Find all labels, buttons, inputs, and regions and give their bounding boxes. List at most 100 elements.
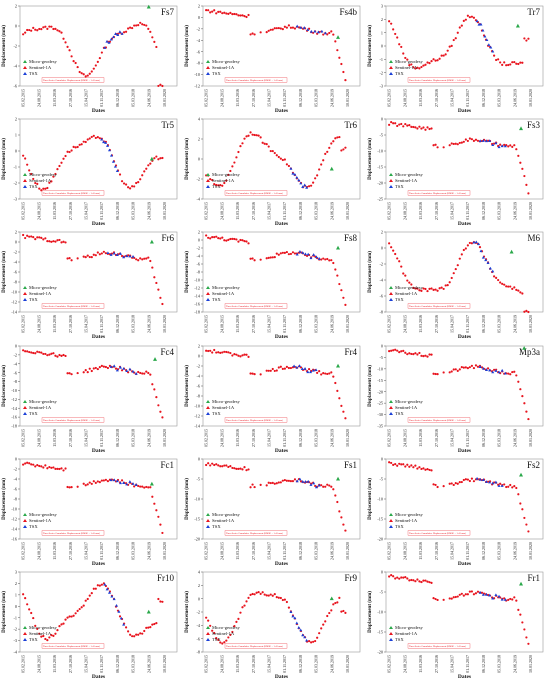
panel-fs2: 0 -5 -10 -15 -20 05.02.2015 24.08.2015 11.03.20…	[366, 453, 549, 572]
panel-title: Fr9	[344, 573, 357, 583]
sentinel-point	[394, 252, 397, 256]
sentinel-point	[515, 374, 518, 377]
sentinel-point	[515, 62, 518, 65]
sentinel-point	[219, 10, 222, 13]
sentinel-point	[432, 372, 435, 375]
legend-marker	[23, 525, 27, 528]
x-tick-label: 24.08.2015	[219, 89, 224, 107]
sentinel-point	[237, 150, 240, 154]
y-tick-label: -4	[197, 623, 201, 628]
sentinel-point	[82, 482, 85, 485]
sentinel-point	[322, 257, 325, 260]
sentinel-point	[340, 62, 343, 66]
sentinel-point	[22, 154, 25, 157]
sentinel-point	[241, 354, 244, 357]
tsx-point	[478, 365, 482, 368]
y-axis-label: Displacement (mm)	[185, 251, 190, 293]
legend-marker	[23, 286, 27, 289]
sentinel-point	[503, 483, 506, 486]
tsx-point	[497, 145, 501, 149]
sentinel-point	[460, 480, 463, 484]
sentinel-point	[68, 257, 71, 260]
sentinel-point	[336, 274, 339, 277]
sentinel-point	[285, 479, 288, 482]
tsx-point	[102, 140, 106, 144]
sentinel-point	[454, 37, 457, 40]
legend-marker	[206, 185, 210, 188]
sentinel-point	[271, 481, 274, 484]
y-tick-label: -10	[377, 366, 383, 371]
sentinel-point	[159, 157, 162, 160]
sentinel-point	[396, 349, 399, 352]
footnote-text: Time-Series Cumulative Displacement (RMS…	[226, 645, 283, 648]
sentinel-point	[241, 142, 244, 145]
sentinel-point	[316, 371, 319, 374]
sentinel-point	[390, 246, 393, 249]
sentinel-point	[434, 597, 437, 601]
tsx-point	[112, 597, 116, 601]
y-tick-label: -8	[197, 270, 201, 275]
micro-geodesy-point	[149, 481, 154, 486]
y-tick-label: -2	[14, 467, 18, 472]
sentinel-point	[90, 482, 93, 485]
legend-label: Micro-geodesy	[29, 399, 58, 404]
sentinel-point	[527, 642, 530, 645]
sentinel-point	[100, 51, 103, 54]
x-tick-label: 05.03.2018	[497, 202, 502, 220]
y-tick-label: 0	[198, 238, 200, 243]
x-tick-label: 24.06.2019	[329, 542, 334, 560]
sentinel-point	[448, 281, 451, 284]
sentinel-point	[287, 479, 291, 482]
sentinel-point	[442, 371, 445, 374]
sentinel-point	[328, 372, 331, 375]
x-tick-label: 11.03.2016	[418, 89, 423, 107]
sentinel-point	[324, 258, 327, 261]
x-axis-label: Dates	[458, 674, 471, 680]
sentinel-point	[104, 365, 108, 369]
chart-fr9: 420-2-4-6-805.02.2015 24.08.2015 11.03.201…	[185, 570, 361, 680]
footnote-box	[41, 303, 105, 309]
panel-title: Fs8	[344, 233, 358, 243]
sentinel-point	[334, 40, 337, 43]
y-tick-label: -3	[14, 197, 18, 202]
sentinel-point	[287, 366, 291, 370]
legend-label: Micro-geodesy	[395, 285, 424, 290]
legend-marker	[206, 513, 210, 516]
sentinel-point	[283, 367, 286, 370]
y-tick-label: -16	[11, 415, 17, 420]
sentinel-point	[46, 467, 49, 470]
x-tick-label: 05.03.2018	[497, 655, 502, 673]
sentinel-point	[161, 600, 164, 603]
legend-marker	[206, 519, 210, 522]
x-tick-label: 24.08.2015	[219, 542, 224, 560]
x-tick-label: 06.12.2018	[115, 202, 120, 220]
sentinel-point	[390, 461, 393, 465]
panel-title: Tr6	[344, 120, 357, 130]
sentinel-point	[513, 60, 516, 64]
sentinel-point	[247, 134, 250, 137]
sentinel-point	[237, 354, 240, 357]
x-tick-label: 11.03.2016	[418, 202, 423, 220]
sentinel-point	[468, 137, 471, 140]
sentinel-point	[50, 634, 53, 637]
sentinel-point	[279, 481, 282, 484]
sentinel-point	[141, 174, 144, 177]
x-tick-label: 10.01.2020	[345, 655, 350, 673]
sentinel-point	[314, 639, 317, 643]
tsx-point	[316, 30, 320, 34]
sentinel-point	[428, 287, 431, 291]
sentinel-point	[44, 637, 47, 641]
sentinel-point	[283, 251, 286, 255]
sentinel-point	[507, 598, 510, 601]
x-tick-label: 11.03.2016	[418, 315, 423, 333]
sentinel-point	[24, 462, 27, 465]
sentinel-point	[157, 404, 160, 407]
sentinel-point	[209, 349, 212, 352]
sentinel-point	[390, 574, 393, 577]
plot-frame	[385, 5, 544, 87]
sentinel-point	[80, 606, 83, 609]
sentinel-point	[269, 369, 272, 372]
sentinel-point	[396, 464, 399, 467]
sentinel-point	[458, 368, 461, 371]
